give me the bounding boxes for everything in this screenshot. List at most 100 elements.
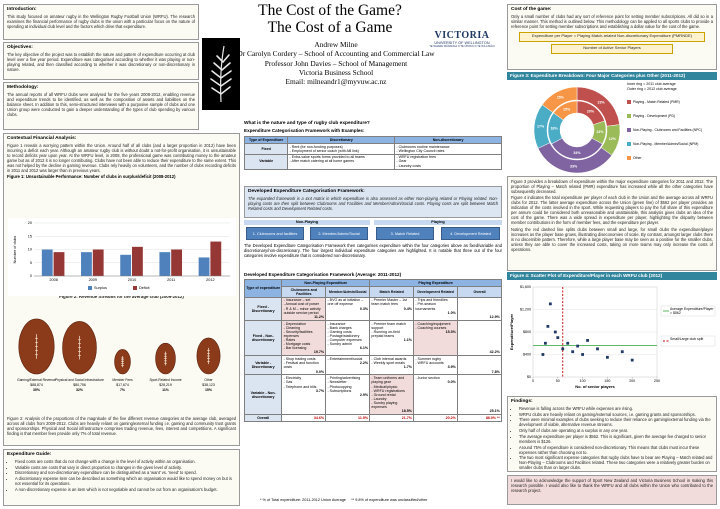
bar <box>92 249 104 276</box>
row-header: Variable <box>243 153 289 170</box>
cell-text: - Shop trading costs - Festival and func… <box>283 357 319 370</box>
figure-caption: Figure 2: Analysis of the proportions of… <box>7 416 236 436</box>
point <box>581 353 584 356</box>
table-cell: - Rent (for non-funding purposes) - Empl… <box>287 142 396 155</box>
findings: Findings: Revenue is falling across the … <box>507 396 717 472</box>
author: Professor John Davies – School of Manage… <box>264 58 408 68</box>
list: Fixed costs are costs that do not change… <box>7 459 236 492</box>
point <box>630 358 634 362</box>
flow-box: 3. Match Related <box>376 227 434 240</box>
logo-text: UNIVERSITY OF WELLINGTON <box>434 41 490 45</box>
point <box>556 336 560 340</box>
flow-box: 2. Member/Admin/Social <box>310 227 368 240</box>
table-row: Variable - Discretionary - Shop trading c… <box>243 355 502 376</box>
segment-label: 23% <box>598 101 606 105</box>
list-item: WRFU clubs are heavily reliant on gaming… <box>519 412 713 417</box>
row-header: Fixed - Non-discretionary <box>243 319 283 357</box>
cell-text: - Depreciation - Cleaning - Security/fac… <box>283 321 313 351</box>
column-header: Development Related <box>413 285 459 298</box>
cell-percent: 0.4% <box>403 306 412 311</box>
cell-percent: 15.3% <box>445 329 456 334</box>
paragraph: Figure 1 reveals a worrying pattern with… <box>7 142 236 173</box>
table-cell: - Extra-value sports forms provided to a… <box>287 153 396 170</box>
cell-percent: 19.7% <box>313 350 325 355</box>
legend-swatch <box>88 286 92 290</box>
cell-text: - Team uniforms and playing gear - Medic… <box>371 376 405 410</box>
fern-logo <box>202 38 240 110</box>
total-cell: 11.5% <box>325 414 371 422</box>
table-cell: - BVO as at initiation – one off expense… <box>325 296 371 321</box>
title: The Cost of a Game <box>267 19 393 37</box>
paragraph: The expanded framework is a 4x4 matrix i… <box>248 195 498 211</box>
cell-percent: 2.2% <box>359 361 369 366</box>
y-tick-label: 20 <box>28 221 32 225</box>
x-tick-label: 2011 <box>167 278 175 282</box>
legend-label: Non-Playing - Clubrooms and Facilities (… <box>633 128 702 132</box>
cell-percent: 1.1% <box>403 338 412 343</box>
cell-percent: 2.9% <box>359 392 369 397</box>
legend-text-holder: Average Expenditure/Player = $562 <box>670 307 714 315</box>
paragraph: Noting the red dashed line splits clubs … <box>511 226 713 252</box>
table-title: Developed Expenditure Categorisation Fra… <box>244 272 402 277</box>
table-row: Variable - Non-discretionary - Electricit… <box>243 374 502 416</box>
bar <box>210 241 222 276</box>
legend-swatch <box>627 128 631 132</box>
x-tick-label: 250 <box>654 379 660 383</box>
title: The Cost of the Game? <box>258 2 402 19</box>
figure-title: Figure 2: Revenue Streams for the averag… <box>59 294 184 299</box>
bar <box>120 254 132 276</box>
point <box>566 341 570 345</box>
framework-heading: Expenditure Categorisation Framework wit… <box>244 128 365 133</box>
framework-table-holder: Type of Expenditure Discretionary Non-disc… <box>243 136 502 170</box>
expenditure-guide: Expenditure Guide: Fixed costs are costs… <box>3 449 240 506</box>
paragraph: I would like to acknowledge the support … <box>511 478 713 493</box>
point <box>596 347 599 351</box>
y-axis-title: Number of clubs <box>13 236 17 264</box>
list: Revenue is falling across the WRFU while… <box>511 406 713 471</box>
column-header: Type of Expenditure <box>243 136 289 144</box>
logo-text: VICTORIA <box>434 30 490 41</box>
list-item: Around 75% of expenditure is considered … <box>519 445 713 455</box>
flow-group: Non-Playing <box>244 220 370 225</box>
total-cell: 20.2% <box>413 414 459 422</box>
table-holder: Type of expenditure Non-Playing Expenditu… <box>243 279 502 422</box>
row-header: Fixed - Discretionary <box>243 296 283 321</box>
figure-commentary: Figure 3 provides a breakdown of expendi… <box>507 176 717 271</box>
heading: Expenditure Guide: <box>7 452 52 457</box>
paragraph: The key objective of the project was to … <box>7 51 195 72</box>
list-item: Discretionary and non-discretionary expe… <box>15 470 236 475</box>
segment-label: 20% <box>587 109 595 113</box>
fern-leaves <box>210 54 232 95</box>
donut-segment <box>541 86 578 113</box>
table-cell: - Trips and friendlies - Pre-season tour… <box>413 296 459 321</box>
cell-percent: 6.1% <box>359 346 369 351</box>
y-tick-label: $800 <box>523 330 531 334</box>
point <box>548 302 552 306</box>
point <box>546 324 550 328</box>
legend-text-holder: Small/Large club split <box>670 337 703 341</box>
author: Email: milneandr1@myvuw.ac.nz <box>285 77 387 86</box>
row-total: 12.9% <box>457 296 502 321</box>
column-header: Non-discretionary <box>394 136 502 144</box>
column-header: Type of expenditure <box>243 279 283 298</box>
footnote: * % of Total expenditure: 2011-2012 Unio… <box>260 498 428 502</box>
y-tick-label: $400 <box>523 352 531 356</box>
figure-1-chart: 0 5 10 15 20 Number of clubs 2008 2009 2010 2011 2… <box>8 218 236 296</box>
segment-label: 18% <box>550 127 558 131</box>
column-header: Discretionary <box>287 136 396 144</box>
table-cell: - Junior section 0.0% <box>413 374 459 416</box>
table-cell: - Entertainment/social 2.2% <box>325 355 371 376</box>
cell-percent: 18.5% <box>401 409 412 414</box>
legend-swatch <box>133 286 137 290</box>
paragraph: The annual reports of all WRFU clubs wer… <box>7 91 195 117</box>
table-cell: - Depreciation - Cleaning - Security/fac… <box>281 319 327 357</box>
ring-note: Inner ring = 2011 club average <box>627 82 676 86</box>
bar <box>198 257 210 276</box>
point <box>541 353 545 356</box>
segment-label: 12% <box>609 137 617 141</box>
heading: Findings: <box>511 399 533 404</box>
segment-label: 34% <box>573 151 581 155</box>
cell-percent: 3.7% <box>315 388 325 393</box>
question: What is the nature and type of rugby clu… <box>244 121 370 126</box>
ball-amount: $17,674 <box>116 383 129 387</box>
